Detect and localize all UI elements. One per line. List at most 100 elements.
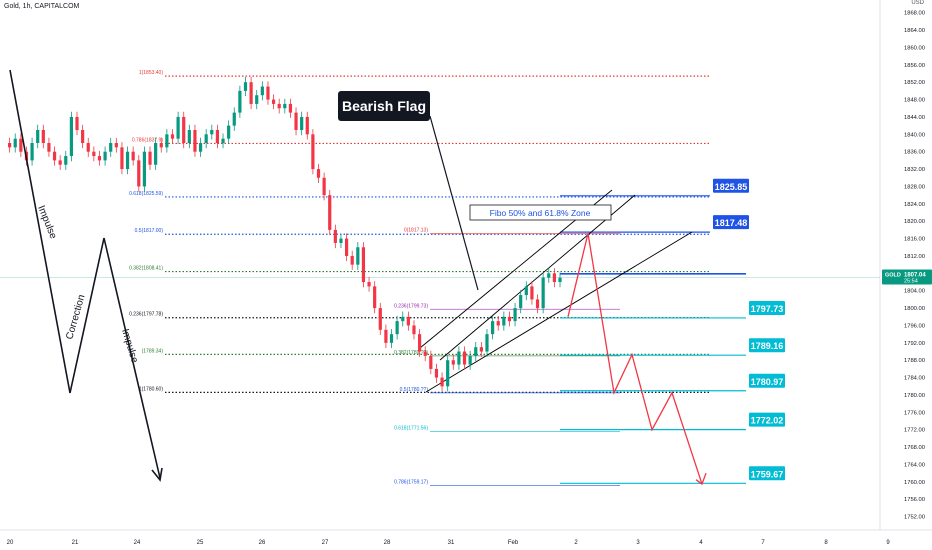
zone-label-box xyxy=(469,204,612,221)
candle-body xyxy=(406,316,410,326)
time-tick-label: 8 xyxy=(824,540,828,546)
candle-body xyxy=(215,129,220,144)
candle-body xyxy=(440,377,444,387)
time-tick-label: 28 xyxy=(384,540,391,546)
price-tick-label: 1832.00 xyxy=(904,167,925,173)
candle-body xyxy=(333,229,337,243)
candle-body xyxy=(423,351,427,356)
candle-body xyxy=(468,355,472,365)
candle-body xyxy=(97,156,102,161)
target-level-badge xyxy=(749,466,785,481)
candle-body xyxy=(412,325,416,335)
zone-label-text: Fibo 50% and 61.8% Zone xyxy=(490,208,591,218)
time-tick-label: 9 xyxy=(886,540,890,546)
time-tick-label: 31 xyxy=(448,540,455,546)
price-tick-label: 1828.00 xyxy=(904,184,925,190)
candle-body xyxy=(378,308,382,330)
price-tick-label: 1780.00 xyxy=(904,393,925,399)
candle-body xyxy=(485,334,489,352)
time-tick-label: 4 xyxy=(699,540,703,546)
price-tick-label: 1844.00 xyxy=(904,115,925,121)
candle-body xyxy=(339,238,343,243)
time-tick-label: 27 xyxy=(322,540,329,546)
candle-body xyxy=(187,129,191,144)
candle-body xyxy=(491,321,495,335)
fib-right-label: 0.5(1780.??) xyxy=(400,387,429,393)
candle-body xyxy=(30,143,34,161)
projection-path xyxy=(567,233,703,485)
candle-body xyxy=(142,151,147,187)
candle-body xyxy=(92,151,96,157)
time-tick-label: 21 xyxy=(72,540,79,546)
current-price-symbol: GOLD xyxy=(885,273,901,279)
candle-body xyxy=(221,138,225,144)
candle-body xyxy=(384,329,388,343)
symbol-header: Gold, 1h, CAPITALCOM xyxy=(4,3,80,10)
candle-body xyxy=(462,351,467,365)
candle-body xyxy=(81,129,85,144)
projection-arrowhead xyxy=(695,472,707,486)
wave-arrowhead xyxy=(151,467,163,482)
candle-body xyxy=(52,151,57,161)
candle-body xyxy=(159,143,163,148)
price-tick-label: 1860.00 xyxy=(904,45,925,51)
candle-body xyxy=(356,247,360,265)
time-tick-label: 20 xyxy=(7,540,14,546)
target-level-badge xyxy=(749,412,785,427)
flag-channel-mid xyxy=(439,194,636,361)
price-tick-label: 1824.00 xyxy=(904,202,925,208)
candle-body xyxy=(249,82,253,104)
time-tick-label: 2 xyxy=(574,540,578,546)
candle-body xyxy=(373,286,377,309)
candle-body xyxy=(75,116,79,130)
price-tick-label: 1796.00 xyxy=(904,323,925,329)
fib-level-label: (1789.34) xyxy=(142,348,164,354)
target-level-badge xyxy=(749,373,785,388)
candle-body xyxy=(255,95,259,104)
candle-body xyxy=(64,156,68,165)
candle-body xyxy=(328,195,332,230)
candle-body xyxy=(395,321,399,335)
candle-body xyxy=(86,143,90,152)
impulse-label-2: Impulse xyxy=(119,328,140,365)
time-tick-label: 3 xyxy=(636,540,640,546)
candle-body xyxy=(535,299,540,309)
target-level-badge xyxy=(749,338,785,353)
candle-body xyxy=(479,347,483,352)
candle-body xyxy=(182,116,186,144)
candle-body xyxy=(401,316,405,322)
candle-body xyxy=(294,112,298,130)
candle-body xyxy=(496,321,500,326)
candle-body xyxy=(288,103,293,113)
current-price-value: 1807.04 xyxy=(904,273,926,279)
candle-body xyxy=(114,143,118,148)
price-tick-label: 1836.00 xyxy=(904,150,925,156)
candle-body xyxy=(451,360,455,365)
candle-body xyxy=(361,247,366,283)
price-tick-label: 1760.00 xyxy=(904,480,925,486)
candle-body xyxy=(131,151,135,161)
candle-body xyxy=(417,334,422,352)
price-tick-label: 1764.00 xyxy=(904,462,925,468)
wave-zigzag xyxy=(9,69,161,479)
candle-body xyxy=(243,82,248,91)
candle-body xyxy=(154,143,158,165)
fib-right-label: 0.236(1799.73) xyxy=(394,303,428,309)
candle-body xyxy=(277,103,281,109)
target-level-value: 1817.48 xyxy=(715,218,748,228)
fib-level-label: 0.5(1817.00) xyxy=(135,228,164,234)
candle-body xyxy=(558,277,562,283)
candle-body xyxy=(204,134,208,144)
fib-right-label: 0.786(1759.17) xyxy=(394,479,428,485)
candle-body xyxy=(109,143,113,152)
candle-body xyxy=(227,125,231,139)
fib-level-label: 0.786(1837.9) xyxy=(132,137,163,143)
price-tick-label: 1812.00 xyxy=(904,254,925,260)
candle-body xyxy=(13,138,17,148)
price-tick-label: 1756.00 xyxy=(904,497,925,503)
candle-body xyxy=(8,143,12,148)
price-tick-label: 1856.00 xyxy=(904,63,925,69)
target-level-value: 1797.73 xyxy=(751,304,784,314)
